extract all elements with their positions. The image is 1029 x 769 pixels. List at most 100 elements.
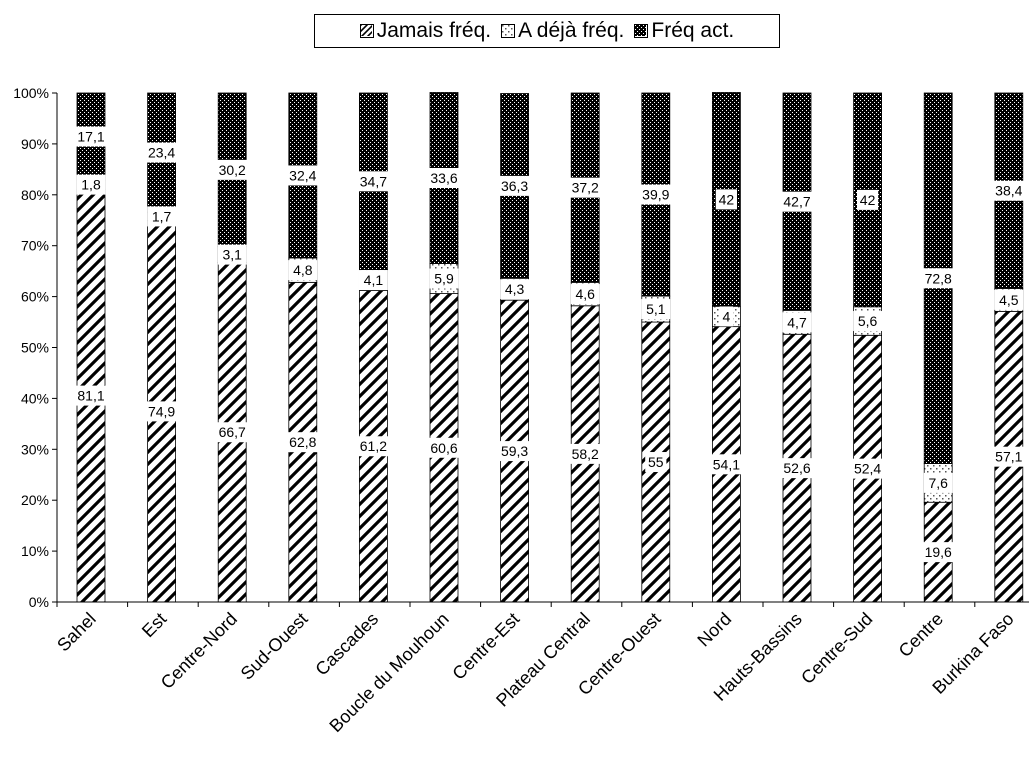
data-label: 5,9: [434, 271, 454, 287]
data-label-bg: [778, 191, 816, 212]
data-label-bg: [72, 385, 110, 406]
data-label-bg: [217, 244, 247, 265]
data-label-bg: [76, 174, 106, 195]
data-label-bg: [990, 180, 1027, 201]
data-label: 23,4: [148, 145, 175, 161]
data-label-bg: [147, 206, 176, 227]
data-label: 1,7: [152, 208, 172, 224]
data-label: 30,2: [219, 162, 246, 178]
data-label: 81,1: [77, 388, 104, 404]
data-label: 58,2: [572, 446, 599, 462]
data-label-bg: [570, 284, 600, 305]
data-label: 57,1: [995, 449, 1022, 465]
data-label-bg: [214, 422, 251, 443]
data-label: 4,7: [787, 314, 807, 330]
data-label: 36,3: [501, 178, 528, 194]
data-label: 1,8: [81, 177, 101, 193]
x-tick-label: Sahel: [53, 609, 100, 656]
y-tick-label: 80%: [21, 187, 49, 203]
data-label: 17,1: [77, 129, 104, 145]
data-label: 39,9: [642, 187, 669, 203]
data-label: 54,1: [713, 456, 740, 472]
data-label-bg: [990, 446, 1027, 467]
data-label-bg: [857, 189, 879, 210]
y-tick-label: 60%: [21, 289, 49, 305]
y-tick-label: 90%: [21, 136, 49, 152]
data-label-bg: [429, 268, 459, 289]
data-label: 5,6: [858, 313, 878, 329]
data-label: 34,7: [360, 173, 387, 189]
data-label-bg: [637, 184, 674, 205]
y-tick-label: 10%: [21, 543, 49, 559]
data-label: 61,2: [360, 438, 387, 454]
data-label-bg: [143, 401, 180, 422]
data-label: 3,1: [222, 247, 242, 263]
data-label: 60,6: [430, 440, 457, 456]
data-label: 66,7: [219, 424, 246, 440]
y-tick-label: 40%: [21, 390, 49, 406]
x-tick-label: Nord: [693, 609, 735, 651]
data-label-bg: [645, 452, 667, 473]
data-label-bg: [853, 311, 882, 332]
y-tick-label: 20%: [21, 492, 49, 508]
data-label-bg: [500, 279, 529, 300]
data-label: 4: [723, 308, 731, 324]
data-label: 42: [719, 191, 735, 207]
data-label-bg: [567, 177, 604, 198]
x-tick-label: Centre-Nord: [157, 609, 241, 693]
data-label-bg: [143, 142, 180, 163]
data-label: 33,6: [430, 170, 457, 186]
data-label: 7,6: [928, 475, 948, 491]
data-label-bg: [567, 443, 604, 464]
data-label-bg: [782, 312, 812, 333]
data-label-bg: [359, 270, 388, 291]
y-tick-label: 0%: [29, 594, 49, 610]
data-label: 4,6: [575, 286, 595, 302]
data-label: 55: [648, 454, 664, 470]
data-label-bg: [496, 441, 533, 462]
x-tick-label: Boucle du Mouhoun: [325, 609, 452, 736]
x-tick-label: Cascades: [311, 609, 382, 680]
data-label: 4,8: [293, 262, 313, 278]
data-label-bg: [994, 289, 1024, 310]
data-label-bg: [923, 472, 953, 493]
legend-item-jamais: Jamais fréq.: [359, 19, 492, 43]
data-label-bg: [920, 542, 957, 563]
data-label: 62,8: [289, 434, 316, 450]
data-label: 4,1: [364, 272, 384, 288]
y-tick-label: 30%: [21, 441, 49, 457]
data-label-bg: [72, 126, 110, 147]
x-tick-label: Centre-Est: [448, 609, 523, 684]
legend-item-deja: A déjà fréq.: [501, 19, 624, 43]
x-tick-label: Est: [138, 609, 171, 642]
data-label-bg: [719, 306, 734, 327]
legend-label-jamais: Jamais fréq.: [376, 19, 492, 42]
y-tick-label: 70%: [21, 238, 49, 254]
data-label: 42,7: [783, 194, 810, 210]
data-label-bg: [641, 299, 671, 320]
chart-legend: Jamais fréq. A déjà fréq. Fréq act.: [314, 14, 780, 48]
y-axis: 0% 10% 20% 30% 40% 50% 60% 70% 80% 90% 100%: [13, 85, 58, 610]
data-label: 37,2: [572, 180, 599, 196]
legend-label-deja: A déjà fréq.: [518, 19, 625, 42]
data-label-bg: [284, 432, 321, 453]
x-tick-label: Centre-Sud: [797, 609, 876, 688]
data-label-bg: [496, 175, 533, 196]
y-tick-label: 50%: [21, 340, 49, 356]
data-label-bg: [288, 260, 318, 281]
data-label: 52,4: [854, 461, 881, 477]
data-label: 4,5: [999, 292, 1019, 308]
data-label: 38,4: [995, 183, 1022, 199]
data-label-bg: [715, 189, 737, 210]
x-tick-label: Sud-Ouest: [237, 609, 312, 684]
data-label: 59,3: [501, 443, 528, 459]
data-label: 4,3: [505, 281, 525, 297]
data-label: 19,6: [925, 544, 952, 560]
data-label: 72,8: [925, 270, 952, 286]
data-label: 32,4: [289, 167, 316, 183]
y-tick-label: 100%: [13, 85, 49, 101]
data-label-bg: [708, 454, 745, 475]
data-label-bg: [284, 165, 321, 186]
